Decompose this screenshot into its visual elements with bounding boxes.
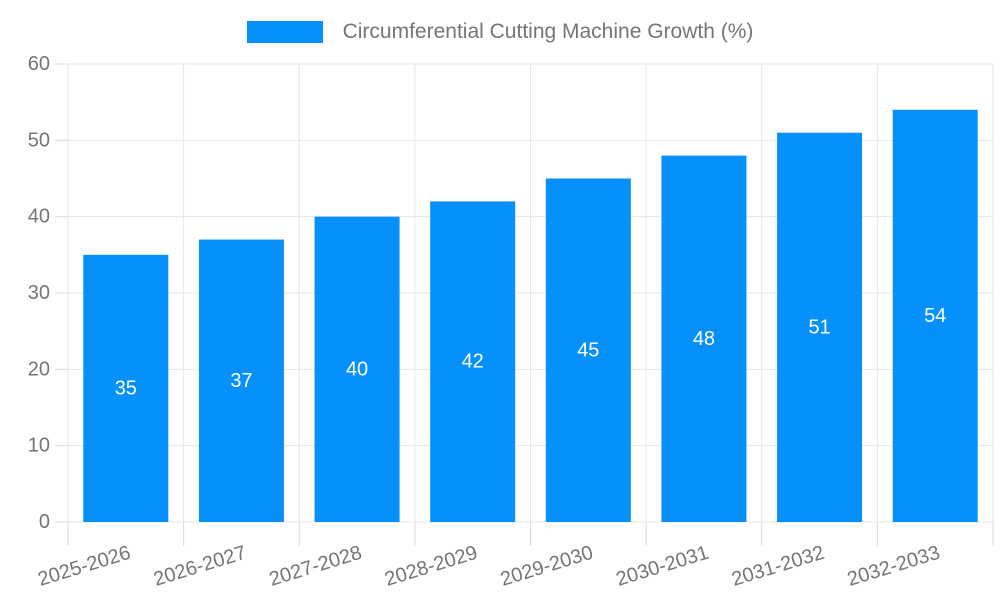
x-tick-label: 2029-2030 [498, 542, 596, 591]
bar [430, 201, 516, 522]
bar-value-label: 54 [924, 305, 946, 327]
bar [198, 239, 284, 523]
x-tick-label: 2032-2033 [845, 542, 943, 591]
bar [314, 216, 400, 522]
y-tick-label: 20 [28, 358, 50, 380]
y-tick-label: 30 [28, 282, 50, 304]
y-tick-label: 40 [28, 206, 50, 228]
x-tick-label: 2025-2026 [35, 542, 133, 591]
y-tick-label: 60 [28, 53, 50, 75]
bar [661, 155, 747, 522]
x-tick-label: 2030-2031 [613, 542, 711, 591]
bar-value-label: 42 [462, 351, 484, 373]
y-tick-label: 10 [28, 435, 50, 457]
y-tick-label: 50 [28, 129, 50, 151]
x-tick-label: 2026-2027 [151, 542, 249, 591]
bar-value-label: 48 [693, 328, 715, 350]
legend: Circumferential Cutting Machine Growth (… [0, 21, 1000, 43]
x-tick-label: 2028-2029 [382, 542, 480, 591]
legend-swatch [246, 21, 323, 43]
bar [777, 132, 863, 522]
x-tick-label: 2027-2028 [267, 542, 365, 591]
bar [83, 254, 169, 523]
bar-value-label: 45 [577, 339, 599, 361]
legend-label: Circumferential Cutting Machine Growth (… [342, 20, 754, 43]
bar-value-label: 35 [115, 377, 137, 399]
bar [892, 109, 978, 523]
bar-value-label: 40 [346, 358, 368, 380]
bar-value-label: 37 [230, 370, 252, 392]
y-tick-label: 0 [39, 511, 50, 533]
bar [545, 178, 631, 522]
bar-value-label: 51 [808, 316, 830, 338]
x-tick-label: 2031-2032 [729, 542, 827, 591]
